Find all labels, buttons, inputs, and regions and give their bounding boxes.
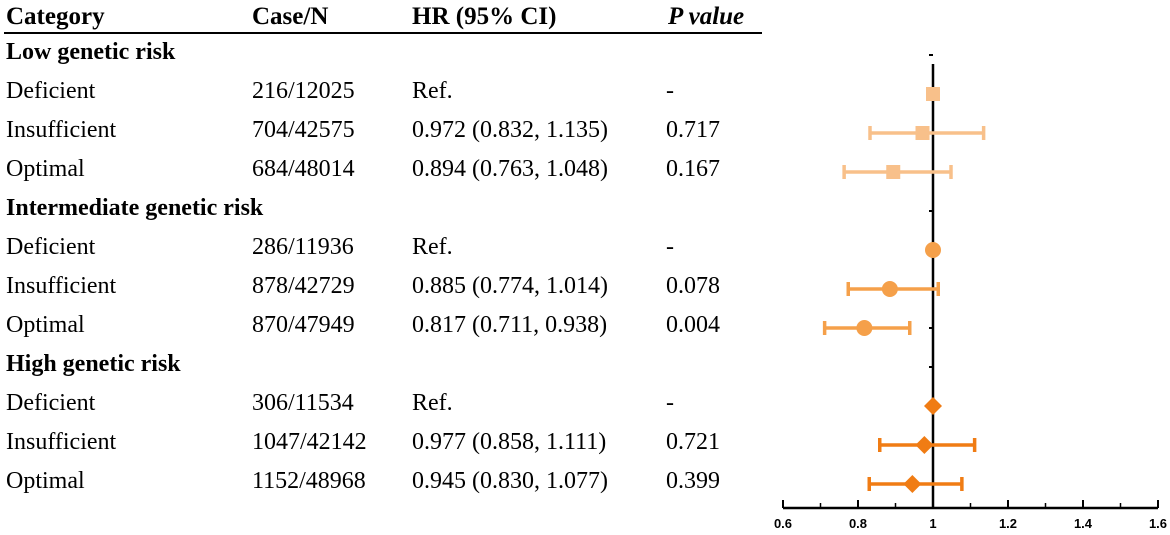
row-p-value: 0.721: [666, 429, 720, 455]
row-category: Optimal: [6, 156, 85, 182]
hr-point-circle: [881, 281, 898, 297]
row-category: Optimal: [6, 468, 85, 494]
row-category: Optimal: [6, 312, 85, 338]
x-tick-label: 1.6: [1149, 516, 1167, 531]
row-case-n: 878/42729: [252, 273, 355, 299]
hr-point-circle: [925, 242, 941, 258]
header-hr-ci: HR (95% CI): [412, 3, 557, 30]
hr-point-square: [886, 165, 901, 179]
row-case-n: 286/11936: [252, 234, 354, 260]
row-category: Deficient: [6, 234, 96, 260]
row-hr-ci: 0.972 (0.832, 1.135): [412, 117, 608, 143]
row-category: Deficient: [6, 78, 96, 104]
header-p-value: P value: [668, 3, 745, 30]
hr-point-circle: [856, 320, 873, 336]
row-p-value: 0.004: [666, 312, 720, 338]
header-rule: [4, 32, 762, 34]
row-hr-ci: Ref.: [412, 234, 453, 260]
x-tick-label: 0.8: [849, 516, 867, 531]
row-p-value: -: [666, 234, 674, 260]
hr-point-square: [926, 87, 940, 101]
row-p-value: 0.078: [666, 273, 720, 299]
row-hr-ci: Ref.: [412, 390, 453, 416]
row-category: Insufficient: [6, 273, 117, 299]
hr-point-diamond: [915, 436, 934, 454]
row-p-value: 0.717: [666, 117, 720, 143]
row-category: Deficient: [6, 390, 96, 416]
group-label: Low genetic risk: [6, 39, 176, 65]
row-hr-ci: Ref.: [412, 78, 453, 104]
row-case-n: 1047/42142: [252, 429, 367, 455]
group-label: High genetic risk: [6, 351, 181, 377]
header-category: Category: [6, 3, 105, 30]
hr-point-diamond: [924, 397, 942, 415]
row-hr-ci: 0.817 (0.711, 0.938): [412, 312, 608, 338]
row-category: Insufficient: [6, 117, 117, 143]
hr-point-diamond: [903, 475, 922, 493]
row-case-n: 216/12025: [252, 78, 355, 104]
x-tick-label: 1.2: [999, 516, 1017, 531]
hr-point-square: [915, 126, 930, 140]
row-p-value: -: [666, 390, 674, 416]
row-category: Insufficient: [6, 429, 117, 455]
row-hr-ci: 0.977 (0.858, 1.111): [412, 429, 607, 455]
x-tick-label: 0.6: [774, 516, 792, 531]
row-case-n: 306/11534: [252, 390, 354, 416]
row-p-value: -: [666, 78, 674, 104]
row-p-value: 0.399: [666, 468, 720, 494]
row-case-n: 870/47949: [252, 312, 355, 338]
row-p-value: 0.167: [666, 156, 720, 182]
row-hr-ci: 0.894 (0.763, 1.048): [412, 156, 608, 182]
x-tick-label: 1.4: [1074, 516, 1093, 531]
header-case-n: Case/N: [252, 3, 329, 30]
group-label: Intermediate genetic risk: [6, 195, 264, 221]
x-tick-label: 1: [929, 516, 936, 531]
row-case-n: 704/42575: [252, 117, 355, 143]
row-case-n: 1152/48968: [252, 468, 366, 494]
row-case-n: 684/48014: [252, 156, 355, 182]
row-hr-ci: 0.945 (0.830, 1.077): [412, 468, 608, 494]
row-hr-ci: 0.885 (0.774, 1.014): [412, 273, 608, 299]
